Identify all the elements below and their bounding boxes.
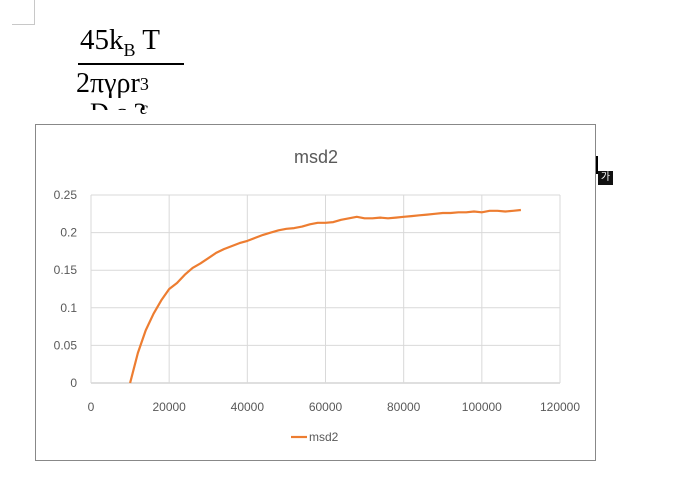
equation-numerator: 45kB T [80,24,160,60]
chart-object[interactable]: msd2 0 0.05 0.1 0.15 0.2 0.25 0 20000 40000 60000… [35,124,596,461]
legend-label: msd2 [309,430,339,444]
page-corner-mark-horizontal [12,24,35,25]
y-tick-label: 0.1 [60,301,77,315]
y-tick-label: 0.05 [54,338,78,352]
y-tick-label: 0.2 [60,226,77,240]
ime-indicator: 가 [598,171,613,185]
page-corner-mark-vertical [34,0,35,24]
chart-title: msd2 [294,147,338,167]
x-tick-label: 60000 [309,400,343,414]
y-tick-label: 0.25 [54,188,78,202]
equation-cut-line: D c 2 [90,98,200,110]
x-tick-label: 120000 [540,400,580,414]
y-tick-label: 0.15 [54,263,78,277]
x-tick-label: 80000 [387,400,421,414]
fraction-bar [78,63,184,65]
x-tick-label: 0 [88,400,95,414]
x-tick-label: 100000 [462,400,502,414]
msd2-line-chart: msd2 0 0.05 0.1 0.15 0.2 0.25 0 20000 40000 60000… [54,147,581,444]
x-tick-label: 40000 [231,400,265,414]
equation-denominator: 2πγρr 3 c [76,68,149,118]
series-line-msd2 [129,208,522,384]
y-tick-label: 0 [70,376,77,390]
x-tick-label: 20000 [152,400,186,414]
text-cursor [596,156,598,174]
